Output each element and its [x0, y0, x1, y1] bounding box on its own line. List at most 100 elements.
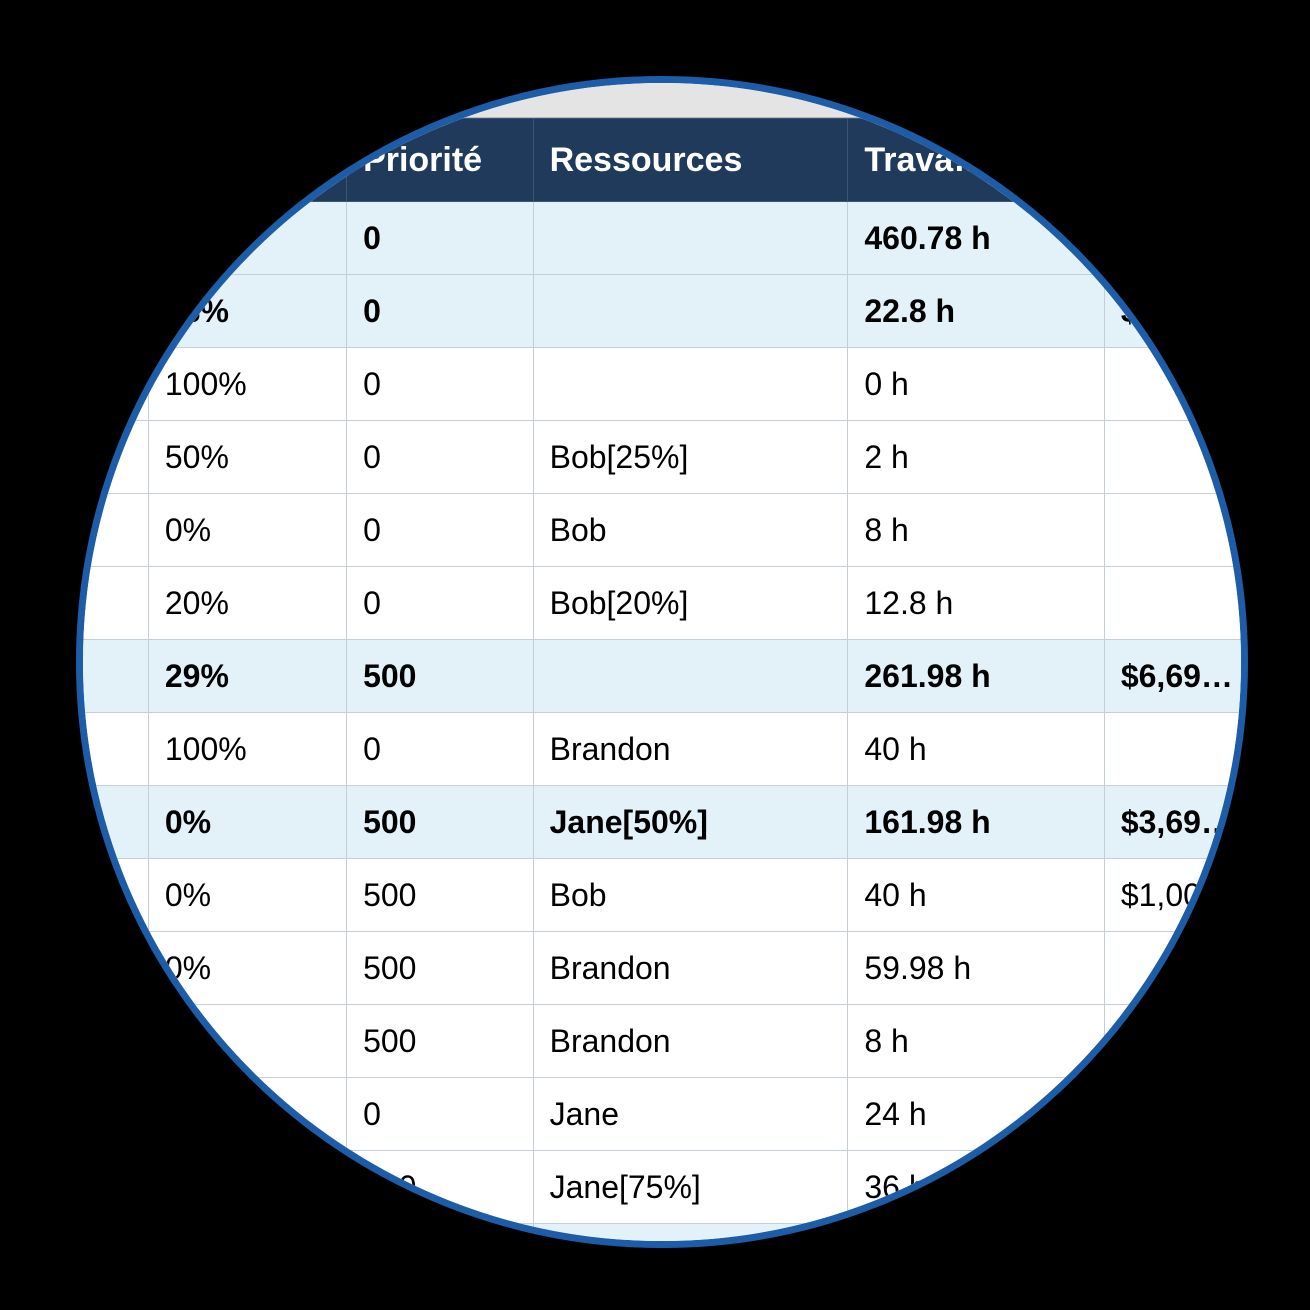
cell-col0[interactable] — [76, 1005, 148, 1078]
cell-resources[interactable] — [533, 640, 848, 713]
cell-col0[interactable] — [76, 202, 148, 275]
cell-resources[interactable]: Brandon — [533, 932, 848, 1005]
cell-col0[interactable]: 4 — [76, 494, 148, 567]
cell-cost[interactable] — [1104, 1151, 1248, 1224]
cell-priority[interactable]: 500 — [347, 1005, 534, 1078]
cell-work[interactable]: 261.98 h — [848, 640, 1104, 713]
cell-percent[interactable]: 58% — [148, 275, 346, 348]
cell-col0[interactable] — [76, 859, 148, 932]
cell-priority[interactable]: 0 — [347, 275, 534, 348]
cell-priority[interactable]: 0 — [347, 1224, 534, 1249]
cell-col0[interactable] — [76, 1151, 148, 1224]
cell-cost[interactable] — [1104, 1224, 1248, 1249]
cell-col0[interactable] — [76, 275, 148, 348]
cell-col0[interactable] — [76, 713, 148, 786]
cell-cost[interactable]: $0.0 — [1104, 932, 1248, 1005]
cell-resources[interactable] — [533, 348, 848, 421]
table-row[interactable]: 100%0Brandon40 h$0.00 — [76, 713, 1248, 786]
col-header-priority[interactable]: Priorité — [347, 119, 534, 202]
table-row[interactable]: 0%500Brandon59.98 h$0.0 — [76, 932, 1248, 1005]
cell-cost[interactable]: $200.00 — [1104, 494, 1248, 567]
cell-resources[interactable]: Jane[75%] — [533, 1151, 848, 1224]
table-row[interactable]: 0 104 — [76, 1224, 1248, 1249]
cell-priority[interactable]: 0 — [347, 421, 534, 494]
cell-resources[interactable] — [533, 1224, 848, 1249]
cell-work[interactable]: 2 h — [848, 421, 1104, 494]
table-row[interactable]: 47%0460.78 h — [76, 202, 1248, 275]
cell-work[interactable]: 104 — [848, 1224, 1104, 1249]
cell-priority[interactable]: 0 — [347, 713, 534, 786]
cell-col0[interactable] — [76, 1224, 148, 1249]
cell-priority[interactable]: 500 — [347, 786, 534, 859]
col-header-work[interactable]: Trava… — [848, 119, 1104, 202]
cell-cost[interactable]: $0 — [1104, 1005, 1248, 1078]
cell-resources[interactable]: Jane — [533, 1078, 848, 1151]
cell-col0[interactable] — [76, 348, 148, 421]
cell-resources[interactable] — [533, 275, 848, 348]
cell-percent[interactable]: 29% — [148, 640, 346, 713]
cell-percent[interactable] — [148, 1224, 346, 1249]
cell-priority[interactable]: 0 — [347, 202, 534, 275]
cell-priority[interactable]: 0 — [347, 494, 534, 567]
table-row[interactable]: %500Jane[75%]36 h — [76, 1151, 1248, 1224]
cell-percent[interactable]: 20% — [148, 567, 346, 640]
col-header-cost[interactable] — [1104, 119, 1248, 202]
cell-resources[interactable]: Bob — [533, 859, 848, 932]
cell-col0[interactable]: 8 — [76, 567, 148, 640]
table-row[interactable]: 58%0 22.8 h$57 — [76, 275, 1248, 348]
cell-col0[interactable] — [76, 1078, 148, 1151]
cell-cost[interactable]: $6,69… — [1104, 640, 1248, 713]
cell-percent[interactable]: 0% — [148, 1005, 346, 1078]
cell-priority[interactable]: 0 — [347, 1078, 534, 1151]
cell-resources[interactable]: Bob[25%] — [533, 421, 848, 494]
table-row[interactable]: 820%0Bob[20%]12.8 h$320.00 — [76, 567, 1248, 640]
cell-work[interactable]: 12.8 h — [848, 567, 1104, 640]
cell-work[interactable]: 8 h — [848, 1005, 1104, 1078]
cell-work[interactable]: 40 h — [848, 859, 1104, 932]
cell-priority[interactable]: 500 — [347, 1151, 534, 1224]
table-row[interactable]: 40%0Bob8 h$200.00 — [76, 494, 1248, 567]
col-header-percent[interactable]: s… — [148, 119, 346, 202]
cell-cost[interactable]: $57 — [1104, 275, 1248, 348]
cell-percent[interactable]: 0% — [148, 932, 346, 1005]
table-row[interactable]: 50%0Bob[25%]2 h$50.00 — [76, 421, 1248, 494]
col-header-0[interactable] — [76, 119, 148, 202]
cell-percent[interactable]: % — [148, 1151, 346, 1224]
cell-percent[interactable]: 0% — [148, 859, 346, 932]
cell-work[interactable]: 36 h — [848, 1151, 1104, 1224]
cell-cost[interactable]: $0. — [1104, 348, 1248, 421]
cell-col0[interactable] — [76, 932, 148, 1005]
cell-work[interactable]: 22.8 h — [848, 275, 1104, 348]
cell-cost[interactable] — [1104, 202, 1248, 275]
cell-resources[interactable]: Jane[50%] — [533, 786, 848, 859]
cell-percent[interactable]: 47% — [148, 202, 346, 275]
cell-priority[interactable]: 500 — [347, 932, 534, 1005]
table-row[interactable]: 0%500Brandon8 h$0 — [76, 1005, 1248, 1078]
table-row[interactable]: 50%500Jane[50%]161.98 h$3,69… — [76, 786, 1248, 859]
table-row[interactable]: 0%500Bob40 h$1,00… — [76, 859, 1248, 932]
cell-percent[interactable]: 100% — [148, 1078, 346, 1151]
cell-resources[interactable]: Bob[20%] — [533, 567, 848, 640]
cell-percent[interactable]: 100% — [148, 348, 346, 421]
cell-cost[interactable]: $1,00… — [1104, 859, 1248, 932]
cell-cost[interactable]: $ — [1104, 1078, 1248, 1151]
cell-work[interactable]: 59.98 h — [848, 932, 1104, 1005]
task-table[interactable]: s… Priorité Ressources Trava… 47%0460.78… — [76, 118, 1248, 1248]
cell-cost[interactable]: $50.00 — [1104, 421, 1248, 494]
cell-work[interactable]: 161.98 h — [848, 786, 1104, 859]
cell-percent[interactable]: 0% — [148, 494, 346, 567]
col-header-resources[interactable]: Ressources — [533, 119, 848, 202]
cell-col0[interactable] — [76, 640, 148, 713]
cell-percent[interactable]: 50% — [148, 421, 346, 494]
cell-resources[interactable] — [533, 202, 848, 275]
cell-cost[interactable]: $0.00 — [1104, 713, 1248, 786]
cell-col0[interactable]: 5 — [76, 786, 148, 859]
table-row[interactable]: 100%00 h$0. — [76, 348, 1248, 421]
table-row[interactable]: 100%0Jane24 h$ — [76, 1078, 1248, 1151]
cell-priority[interactable]: 500 — [347, 640, 534, 713]
cell-resources[interactable]: Brandon — [533, 713, 848, 786]
cell-col0[interactable] — [76, 421, 148, 494]
cell-priority[interactable]: 0 — [347, 348, 534, 421]
cell-cost[interactable]: $320.00 — [1104, 567, 1248, 640]
cell-resources[interactable]: Bob — [533, 494, 848, 567]
